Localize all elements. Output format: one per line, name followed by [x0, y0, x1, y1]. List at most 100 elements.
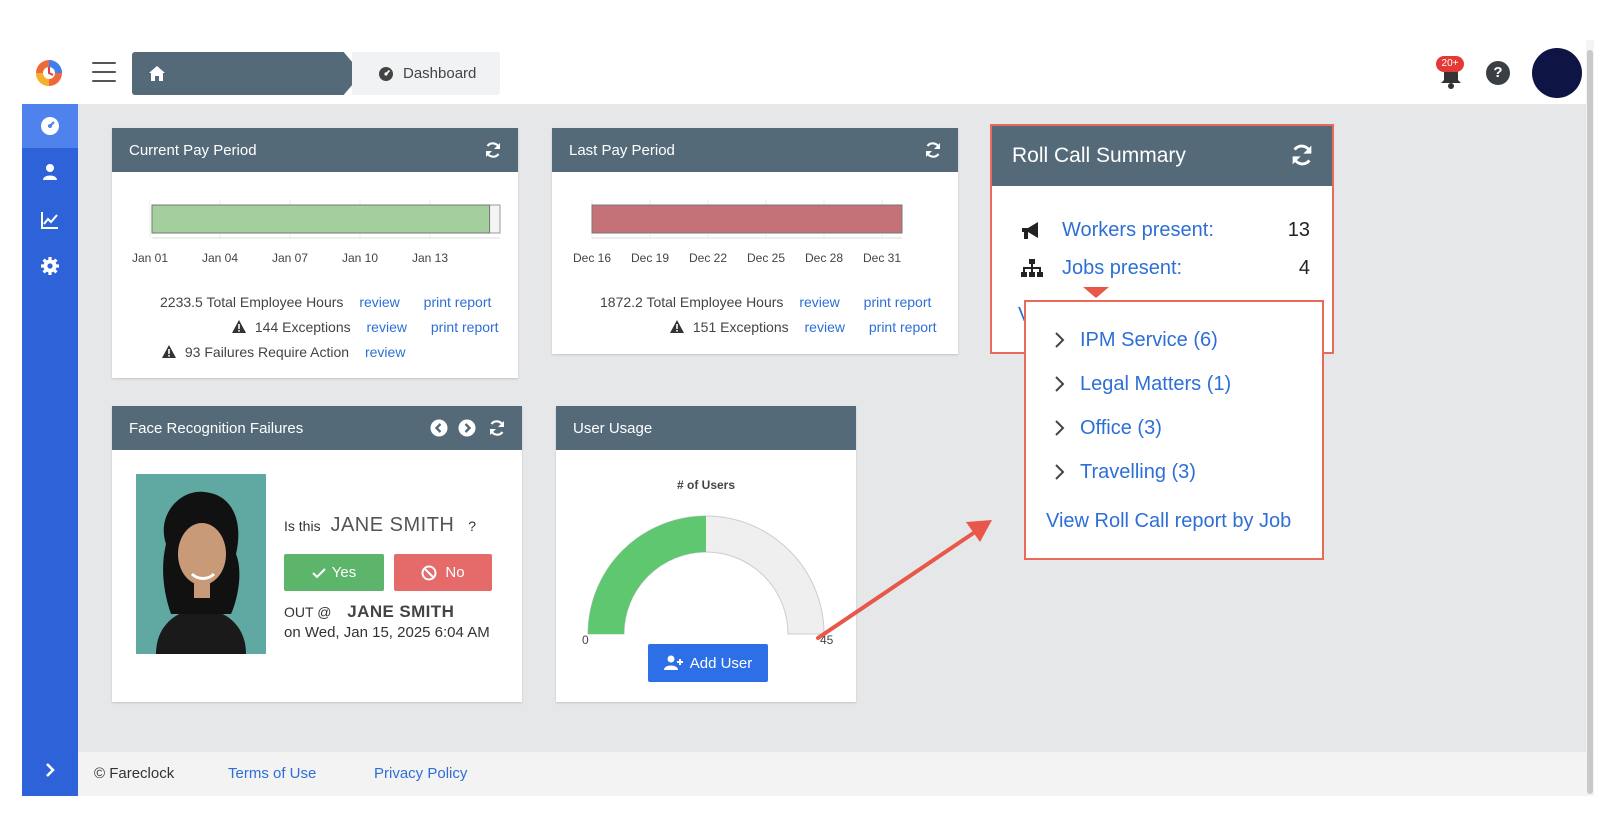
question-suffix: ?	[468, 518, 477, 534]
x-tick-label: Jan 13	[412, 251, 448, 265]
dropdown-item-travelling[interactable]: Travelling (3)	[1054, 456, 1196, 488]
chevron-right-icon	[1055, 332, 1065, 348]
x-tick-label: Jan 07	[272, 251, 308, 265]
breadcrumb-dashboard[interactable]: Dashboard	[352, 52, 500, 95]
view-roll-call-report-link[interactable]: View Roll Call report by Job	[1046, 510, 1292, 532]
sidebar-item-settings[interactable]	[22, 244, 78, 288]
bar	[591, 204, 903, 234]
card-header: Face Recognition Failures	[112, 406, 522, 450]
chevron-right-icon	[1055, 420, 1065, 436]
notification-badge: 20+	[1436, 56, 1464, 72]
home-icon	[149, 66, 165, 81]
refresh-icon[interactable]	[1290, 143, 1314, 167]
total-hours-text: 1872.2 Total Employee Hours	[600, 294, 784, 310]
add-user-icon	[663, 655, 683, 670]
chevron-right-icon	[1055, 376, 1065, 392]
add-user-label: Add User	[689, 654, 753, 672]
card-title: Face Recognition Failures	[129, 419, 304, 437]
refresh-icon[interactable]	[924, 141, 942, 159]
no-label: No	[445, 564, 465, 581]
workers-present-row: Workers present: 13	[992, 212, 1332, 248]
jobs-dropdown: IPM Service (6) Legal Matters (1) Office…	[1024, 300, 1324, 560]
yes-label: Yes	[331, 564, 357, 581]
sidebar-item-dashboard[interactable]	[22, 104, 78, 148]
punch-timestamp: on Wed, Jan 15, 2025 6:04 AM	[284, 624, 490, 641]
x-tick-label: Dec 22	[689, 251, 727, 265]
question-name: JANE SMITH	[330, 514, 455, 536]
user-avatar[interactable]	[1532, 48, 1582, 98]
face-recognition-card: Face Recognition Failures Is this JANE S…	[112, 406, 522, 702]
out-punch-line: OUT @ JANE SMITH	[284, 602, 454, 622]
last-pay-period-card: Last Pay Period Dec 16 Dec 19 Dec 22 Dec 25…	[552, 128, 958, 354]
workers-present-link[interactable]: Workers present:	[1062, 218, 1214, 241]
main-content: Current Pay Period Jan 01 Jan 04 Jan 07 Jan…	[78, 104, 1586, 752]
help-icon[interactable]: ?	[1486, 61, 1510, 85]
exceptions-row: 144 Exceptions review print report	[232, 319, 499, 335]
dropdown-item-ipm-service[interactable]: IPM Service (6)	[1054, 324, 1218, 356]
add-user-button[interactable]: Add User	[648, 644, 768, 682]
no-button[interactable]: No	[394, 554, 492, 591]
card-title: Current Pay Period	[129, 141, 257, 159]
card-header: Roll Call Summary	[992, 126, 1332, 186]
menu-toggle-icon[interactable]	[92, 62, 116, 82]
chevron-right-icon	[1055, 464, 1065, 480]
current-pay-period-chart: Jan 01 Jan 04 Jan 07 Jan 10 Jan 13	[132, 200, 501, 265]
jobs-present-count: 4	[1298, 256, 1310, 279]
out-name: JANE SMITH	[347, 602, 455, 621]
top-bar: Dashboard 20+ ?	[0, 40, 1616, 104]
dropdown-item-office[interactable]: Office (3)	[1054, 412, 1162, 444]
dropdown-item-legal-matters[interactable]: Legal Matters (1)	[1054, 368, 1231, 400]
footer: © Fareclock Terms of Use Privacy Policy	[78, 752, 1586, 796]
dropdown-caret	[1083, 287, 1109, 298]
dashboard-icon	[41, 117, 59, 135]
total-hours-row: 2233.5 Total Employee Hours review print…	[160, 294, 491, 310]
identity-question: Is this JANE SMITH ?	[284, 514, 476, 537]
sidebar-item-reports[interactable]	[22, 198, 78, 242]
megaphone-icon	[1022, 222, 1038, 239]
yes-button[interactable]: Yes	[284, 554, 384, 591]
sidebar	[22, 104, 78, 796]
jobs-present-link[interactable]: Jobs present:	[1062, 256, 1183, 279]
print-hours-report-link[interactable]: print report	[863, 294, 932, 310]
check-icon	[312, 567, 326, 578]
gauge-min-label: 0	[582, 633, 589, 646]
x-tick-label: Dec 31	[863, 251, 901, 265]
fareclock-logo-icon[interactable]	[34, 58, 64, 88]
print-exceptions-report-link[interactable]: print report	[430, 319, 499, 335]
refresh-icon[interactable]	[488, 419, 506, 437]
review-hours-link[interactable]: review	[359, 294, 400, 310]
failures-text: 93 Failures Require Action	[184, 344, 350, 360]
total-hours-text: 2233.5 Total Employee Hours	[160, 294, 344, 310]
chevron-right-circle-icon[interactable]	[458, 419, 476, 437]
card-header: User Usage	[556, 406, 856, 450]
sitemap-icon	[1021, 259, 1043, 277]
breadcrumb-home[interactable]	[132, 52, 362, 95]
x-tick-label: Jan 01	[132, 251, 168, 265]
user-usage-card: User Usage # of Users 0 45 Add User	[556, 406, 856, 702]
sidebar-item-users[interactable]	[22, 150, 78, 194]
review-exceptions-link[interactable]: review	[804, 319, 845, 335]
scrollbar[interactable]	[1586, 40, 1594, 796]
employee-photo	[136, 474, 266, 654]
dashboard-gauge-icon	[379, 66, 393, 81]
bar	[151, 204, 491, 234]
workers-present-count: 13	[1287, 218, 1310, 241]
gear-icon	[41, 257, 59, 275]
review-failures-link[interactable]: review	[364, 344, 406, 360]
breadcrumb-label: Dashboard	[403, 65, 477, 82]
card-title: Roll Call Summary	[1012, 144, 1186, 167]
chevron-left-circle-icon[interactable]	[430, 419, 448, 437]
chart-icon	[41, 212, 58, 229]
print-exceptions-report-link[interactable]: print report	[868, 319, 937, 335]
card-title: Last Pay Period	[569, 141, 675, 159]
terms-of-use-link[interactable]: Terms of Use	[228, 765, 317, 782]
sidebar-expand-button[interactable]	[22, 754, 78, 786]
scrollbar-thumb[interactable]	[1587, 50, 1593, 794]
print-hours-report-link[interactable]: print report	[423, 294, 492, 310]
dropdown-item-label: IPM Service (6)	[1080, 328, 1218, 351]
refresh-icon[interactable]	[484, 141, 502, 159]
review-exceptions-link[interactable]: review	[366, 319, 407, 335]
review-hours-link[interactable]: review	[799, 294, 840, 310]
privacy-policy-link[interactable]: Privacy Policy	[374, 765, 468, 782]
